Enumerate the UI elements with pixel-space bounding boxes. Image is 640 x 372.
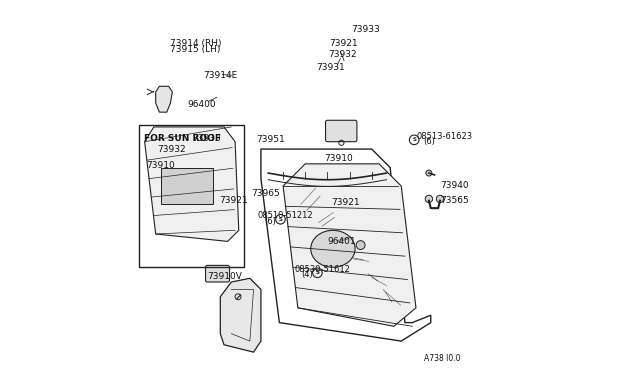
Polygon shape [145, 127, 239, 241]
Text: 73921: 73921 [220, 196, 248, 205]
Circle shape [426, 170, 432, 176]
Text: 73931: 73931 [316, 63, 345, 72]
Text: (6): (6) [264, 217, 276, 225]
Text: S: S [316, 270, 319, 275]
Text: 73914E: 73914E [204, 71, 238, 80]
Text: 73940: 73940 [440, 182, 468, 190]
Text: 73965: 73965 [252, 189, 280, 198]
Polygon shape [156, 86, 172, 112]
Text: S: S [278, 217, 282, 222]
Circle shape [436, 195, 444, 203]
Bar [139, 125, 244, 267]
Text: 73915 (LH): 73915 (LH) [170, 45, 221, 54]
Text: 08530-51612: 08530-51612 [294, 264, 350, 273]
Text: 73932: 73932 [328, 51, 356, 60]
Text: 73910: 73910 [146, 161, 175, 170]
Circle shape [425, 195, 433, 203]
Polygon shape [283, 164, 416, 326]
Text: 73933: 73933 [351, 25, 380, 33]
Text: 96401: 96401 [328, 237, 356, 246]
Text: 73910V: 73910V [207, 272, 243, 281]
Text: S: S [412, 137, 416, 142]
Text: 73565: 73565 [440, 196, 468, 205]
Text: 73932: 73932 [157, 145, 186, 154]
Text: (4): (4) [301, 270, 314, 279]
Text: FOR SUN ROOF: FOR SUN ROOF [143, 134, 221, 143]
Text: 08510-51212: 08510-51212 [257, 211, 313, 220]
Text: 73951: 73951 [257, 135, 285, 144]
Text: 73921: 73921 [329, 39, 358, 48]
FancyBboxPatch shape [326, 120, 357, 142]
Polygon shape [220, 278, 261, 352]
Text: 08513-61623: 08513-61623 [417, 132, 473, 141]
Ellipse shape [311, 230, 355, 267]
Text: 73921: 73921 [332, 198, 360, 207]
Text: 96400: 96400 [187, 100, 216, 109]
Bar [161, 167, 213, 205]
Text: 73914 (RH): 73914 (RH) [170, 39, 222, 48]
FancyBboxPatch shape [205, 265, 230, 282]
Text: 73910: 73910 [324, 154, 353, 163]
Text: A738 I0.0: A738 I0.0 [424, 355, 460, 363]
Text: 73933: 73933 [193, 134, 221, 142]
Text: (6): (6) [424, 137, 435, 146]
Circle shape [356, 241, 365, 250]
